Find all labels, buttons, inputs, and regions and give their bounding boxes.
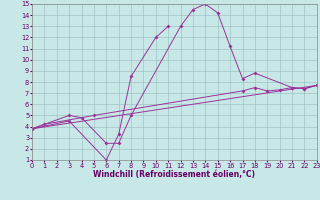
X-axis label: Windchill (Refroidissement éolien,°C): Windchill (Refroidissement éolien,°C) xyxy=(93,170,255,179)
